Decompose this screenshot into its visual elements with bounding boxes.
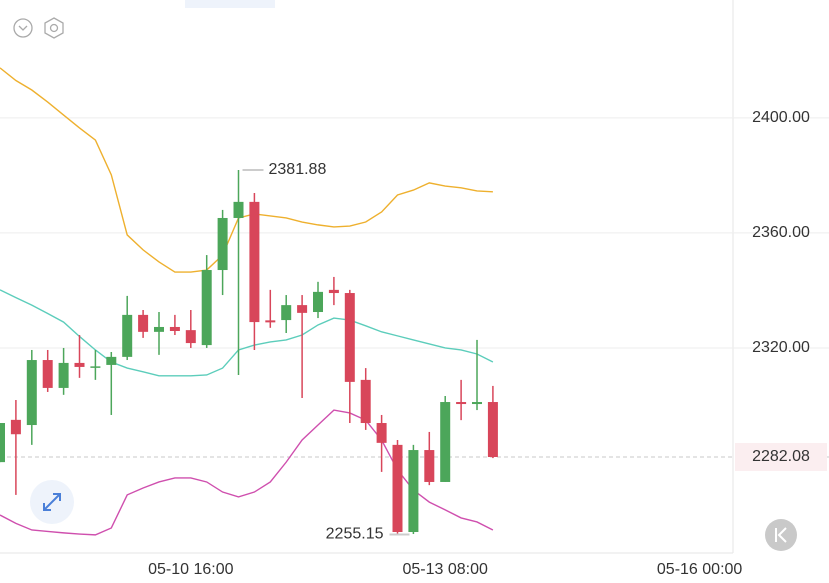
- collapse-icon[interactable]: [13, 18, 33, 38]
- x-tick-label: 05-10 16:00: [148, 561, 234, 578]
- candle-body: [360, 379, 371, 424]
- scroll-latest-button[interactable]: [765, 519, 797, 551]
- candle-body: [10, 419, 21, 435]
- candle-body: [487, 402, 498, 458]
- candle-body: [265, 320, 276, 323]
- candle-body: [313, 291, 324, 313]
- candle-body: [408, 450, 419, 533]
- candle-body: [281, 305, 292, 321]
- candle-body: [58, 362, 69, 388]
- candle-body: [217, 217, 228, 271]
- y-tick-label: 2320.00: [752, 339, 810, 356]
- x-tick-label: 05-16 00:00: [657, 561, 743, 578]
- candle-body: [201, 270, 212, 346]
- candle-body: [169, 326, 180, 331]
- last-price-box: [735, 443, 827, 472]
- candle-body: [249, 201, 260, 323]
- settings-icon[interactable]: [44, 17, 64, 39]
- candle-body: [90, 366, 101, 368]
- expand-button[interactable]: [30, 480, 74, 524]
- candle-body: [42, 360, 53, 388]
- candle-body: [74, 362, 85, 367]
- candle-body: [440, 402, 451, 482]
- last-price-label: 2282.08: [752, 448, 810, 465]
- tab[interactable]: [185, 0, 275, 8]
- low-label: 2255.15: [326, 526, 384, 543]
- candle-body: [392, 444, 403, 533]
- candle-body: [456, 402, 467, 405]
- candle-body: [122, 314, 133, 357]
- candle-body: [424, 450, 435, 482]
- high-label: 2381.88: [269, 161, 327, 178]
- candle-body: [328, 289, 339, 294]
- candle-body: [472, 402, 483, 405]
- band-line: [0, 289, 494, 377]
- candle-body: [26, 360, 37, 426]
- candle-body: [297, 305, 308, 313]
- candle-body: [106, 356, 117, 365]
- candle-body: [154, 326, 165, 332]
- y-tick-label: 2360.00: [752, 224, 810, 241]
- y-tick-label: 2400.00: [752, 109, 810, 126]
- x-tick-label: 05-13 08:00: [403, 561, 489, 578]
- candle-body: [138, 314, 149, 332]
- candle-body: [376, 423, 387, 443]
- candle-body: [233, 201, 244, 218]
- band-line: [0, 67, 493, 273]
- band-line: [0, 409, 494, 536]
- candle-body: [185, 330, 196, 344]
- candle-body: [0, 423, 5, 463]
- candle-body: [344, 293, 355, 382]
